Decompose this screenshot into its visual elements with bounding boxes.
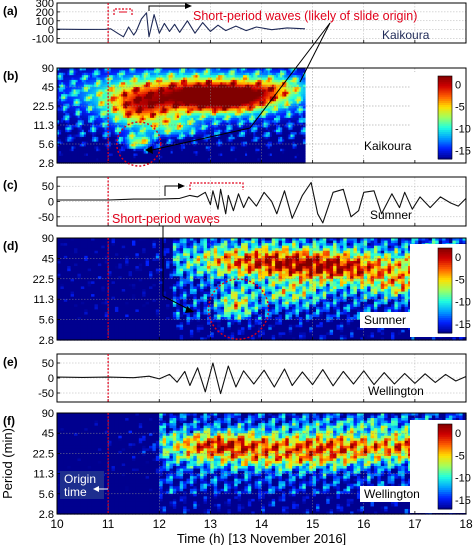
bracket-c [189,182,244,190]
colorbar-tick-label: 0 [455,80,461,92]
panel-tag-d: (d) [3,239,18,253]
panel-tag-c: (c) [3,178,18,192]
x-tick-label: 12 [153,517,167,531]
station-label-bg [360,138,422,154]
annotation-a: Short-period waves (likely of slide orig… [193,9,417,23]
y-axis-label: Period (min) [0,428,15,499]
colorbar-tick-label: 0 [455,428,461,440]
y-tick-label: 2.8 [39,509,54,521]
y-tick-label: 11.3 [33,469,54,481]
colorbar-tick-label: -5 [455,102,465,114]
station-label-f: Wellington [364,487,420,501]
colorbar [437,75,453,160]
y-tick-label: 100 [36,16,54,28]
y-tick-label: 22.5 [33,448,54,460]
arrow-c [164,185,178,196]
colorbar-tick-label: -5 [455,274,465,286]
y-tick-label: -50 [38,388,54,400]
station-label-b: Kaikoura [364,139,412,153]
arrowhead-c [178,183,185,189]
y-tick-label: 11.3 [33,120,54,132]
y-tick-label: 22.5 [33,101,54,113]
series-line-e [56,362,467,395]
series-line-a [56,12,306,38]
y-tick-label: 90 [42,408,54,420]
colorbar-tick-label: -15 [455,495,471,507]
pointer-b-head [145,146,153,154]
colorbar-tick-label: 0 [455,252,461,264]
x-tick-label: 11 [102,517,115,531]
x-tick-label: 18 [459,517,473,531]
x-tick-label: 14 [255,517,269,531]
y-tick-label: 300 [36,0,54,10]
colorbar-tick-label: -10 [455,123,471,135]
y-tick-label: 0 [48,197,54,209]
station-label-c: Sumner [370,208,412,222]
x-tick-label: 17 [408,517,422,531]
highlight-circle-b [116,121,162,167]
y-tick-label: 22.5 [33,274,54,286]
colorbar-tick-label: -15 [455,145,471,157]
y-tick-label: 50 [42,358,54,370]
station-label-d: Sumner [364,313,406,327]
pointer-d-head [185,306,194,313]
highlight-circle-d [207,278,270,340]
panel-tag-b: (b) [3,69,18,83]
station-label-bg [360,486,422,502]
y-tick-label: 45 [42,253,54,265]
colorbar [437,247,453,334]
y-tick-label: 90 [42,233,54,245]
x-tick-label: 15 [306,517,320,531]
y-tick-label: 45 [42,82,54,94]
origin-label-bg [60,471,104,499]
x-tick-label: 13 [204,517,218,531]
colorbar-tick-label: -10 [455,297,471,309]
y-tick-label: 0 [48,373,54,385]
bracket-a [113,8,133,15]
y-tick-label: 11.3 [33,294,54,306]
arrow-a [148,5,185,11]
y-tick-label: 50 [42,181,54,193]
y-tick-label: 5.6 [39,489,54,501]
panel-tag-a: (a) [3,4,18,18]
pointer-b-1 [249,22,331,129]
station-label-e: Wellington [368,384,424,398]
y-tick-label: 2.8 [39,335,54,347]
y-tick-label: 5.6 [39,315,54,327]
pointer-b-2 [151,127,251,151]
arrowhead-a [185,3,192,9]
colorbar-tick-label: -15 [455,319,471,331]
y-tick-label: 2.8 [39,158,54,170]
colorbar-tick-label: -10 [455,473,471,485]
origin-arrowhead [93,486,99,492]
y-tick-label: 45 [42,428,54,440]
series-line-c [57,181,467,224]
heatmap-b [57,68,306,164]
y-tick-label: 0 [48,25,54,37]
y-tick-label: -100 [32,34,54,46]
x-tick-label: 10 [50,517,64,531]
colorbar [437,423,453,510]
station-label-a: Kaikoura [382,28,430,42]
origin-label-line1: Origin [64,472,96,486]
panel-tag-e: (e) [3,355,18,369]
y-tick-label: 200 [36,7,54,19]
x-tick-label: 16 [357,517,371,531]
pointer-d [162,226,191,311]
origin-label-line2: time [64,485,87,499]
panel-tag-f: (f) [3,414,15,428]
annotation-c: Short-period waves [112,212,220,226]
x-axis-label: Time (h) [13 November 2016] [177,531,346,545]
y-tick-label: -50 [38,212,54,224]
y-tick-label: 90 [42,63,54,75]
pointer-b-3 [299,22,331,83]
colorbar-tick-label: -5 [455,450,465,462]
y-tick-label: 5.6 [39,139,54,151]
station-label-bg [360,312,422,328]
